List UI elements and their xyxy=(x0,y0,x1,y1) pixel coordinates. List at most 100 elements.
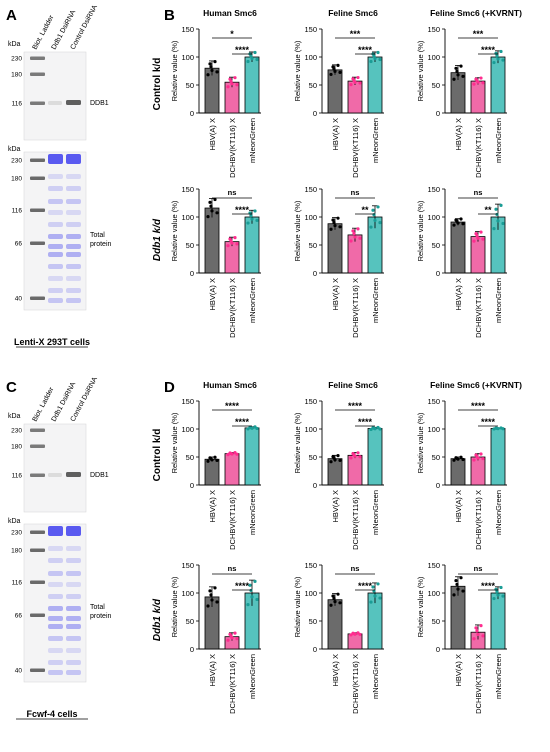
significance-label: ** xyxy=(484,205,492,215)
data-point xyxy=(496,593,500,597)
data-point xyxy=(215,600,219,604)
ladder-band xyxy=(30,580,45,584)
significance-label: ** xyxy=(361,205,369,215)
protein-band xyxy=(48,244,63,249)
ladder-band xyxy=(30,548,45,552)
data-point xyxy=(492,60,496,65)
data-point xyxy=(235,242,239,246)
data-point xyxy=(333,223,337,228)
protein-band xyxy=(48,546,63,551)
x-tick-label: mNeonGreen xyxy=(371,490,380,535)
y-tick-label: 100 xyxy=(304,53,317,62)
protein-band xyxy=(48,636,63,641)
data-point xyxy=(479,230,483,234)
significance-label: **** xyxy=(481,45,496,55)
y-tick-label: 150 xyxy=(427,185,440,194)
data-point xyxy=(492,596,496,601)
data-point xyxy=(479,624,483,628)
data-point xyxy=(210,68,214,72)
data-point xyxy=(213,455,217,459)
protein-band xyxy=(66,582,81,587)
data-point xyxy=(456,73,460,77)
significance-label: **** xyxy=(235,205,250,215)
significance-label: ns xyxy=(474,188,483,197)
x-tick-label: DCHBV(KT116) X xyxy=(228,654,237,714)
ladder-band xyxy=(30,444,45,448)
data-point xyxy=(249,214,253,218)
significance-label: * xyxy=(230,29,234,39)
data-point xyxy=(329,603,333,607)
protein-band xyxy=(66,558,81,563)
data-point xyxy=(371,208,375,212)
row-label-d-bottom: Ddb1 k/d xyxy=(152,598,163,641)
sample-band xyxy=(66,472,81,477)
data-point xyxy=(206,215,210,219)
data-point xyxy=(461,74,465,78)
data-point xyxy=(338,225,342,229)
y-tick-label: 150 xyxy=(304,25,317,34)
data-point xyxy=(369,225,373,229)
protein-band xyxy=(66,616,81,621)
x-tick-label: HBV(A) X xyxy=(454,278,463,311)
blot-annotation: Total xyxy=(90,604,105,611)
x-tick-label: mNeonGreen xyxy=(248,490,257,535)
protein-band xyxy=(48,670,63,675)
protein-band xyxy=(48,571,63,576)
data-point xyxy=(226,85,230,89)
marker-label: 180 xyxy=(11,548,22,555)
y-tick-label: 150 xyxy=(427,561,440,570)
data-point xyxy=(249,426,253,430)
data-point xyxy=(333,599,337,604)
chart-title: Feline Smc6 xyxy=(328,8,378,18)
data-point xyxy=(475,454,479,458)
y-tick-label: 100 xyxy=(181,425,194,434)
ladder-band xyxy=(30,473,45,477)
data-point xyxy=(332,596,336,601)
data-point xyxy=(459,64,463,68)
x-tick-label: mNeonGreen xyxy=(371,118,380,163)
data-point xyxy=(206,73,210,77)
data-point xyxy=(499,49,503,54)
marker-label: 230 xyxy=(11,530,22,537)
data-point xyxy=(209,65,213,69)
bar xyxy=(244,427,260,486)
x-tick-label: DCHBV(KT116) X xyxy=(228,118,237,178)
data-point xyxy=(229,79,233,83)
blot-annotation: DDB1 xyxy=(90,472,109,479)
protein-band xyxy=(48,234,63,239)
panel-label-b: B xyxy=(164,7,175,24)
y-tick-label: 100 xyxy=(181,589,194,598)
y-tick-label: 0 xyxy=(190,481,194,490)
data-point xyxy=(496,57,500,61)
y-tick-label: 150 xyxy=(181,25,194,34)
protein-band xyxy=(48,252,63,257)
data-point xyxy=(209,593,213,597)
data-point xyxy=(372,426,376,430)
data-point xyxy=(474,626,478,630)
protein-band xyxy=(66,264,81,269)
protein-band xyxy=(66,154,81,164)
protein-band xyxy=(48,222,63,227)
y-tick-label: 0 xyxy=(313,481,317,490)
data-point xyxy=(255,218,259,222)
data-point xyxy=(255,57,259,62)
chart-title: Feline Smc6 xyxy=(328,380,378,390)
data-point xyxy=(332,456,336,460)
y-tick-label: 50 xyxy=(186,81,194,90)
y-tick-label: 50 xyxy=(186,241,194,250)
bar xyxy=(490,428,506,486)
significance-label: **** xyxy=(348,401,363,411)
y-tick-label: 0 xyxy=(190,645,194,654)
x-tick-label: mNeonGreen xyxy=(248,278,257,323)
y-axis-label: Relative value (%) xyxy=(416,40,425,101)
chart-title: Human Smc6 xyxy=(203,8,257,18)
kda-label: kDa xyxy=(8,146,21,153)
protein-band xyxy=(48,199,63,204)
ladder-band xyxy=(30,56,45,60)
